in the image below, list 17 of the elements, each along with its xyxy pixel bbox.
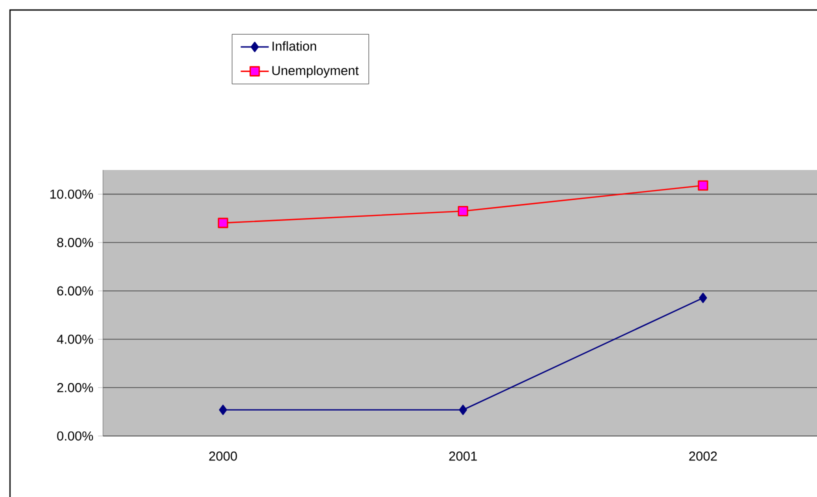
point bbox=[218, 218, 228, 228]
x-tick-label: 2000 bbox=[209, 452, 237, 461]
point bbox=[698, 180, 708, 191]
legend-label: Inflation bbox=[272, 41, 316, 51]
point bbox=[698, 292, 708, 304]
y-tick-label: 0.00% bbox=[57, 431, 94, 441]
point bbox=[218, 404, 228, 416]
y-tick-label: 10.00% bbox=[50, 190, 94, 199]
point bbox=[458, 404, 468, 416]
legend-label: Unemployment bbox=[272, 66, 359, 78]
y-tick-label: 2.00% bbox=[57, 383, 94, 392]
y-tick-label: 6.00% bbox=[57, 286, 94, 296]
y-tick-label: 4.00% bbox=[56, 334, 94, 344]
x-tick-label: 2001 bbox=[449, 452, 477, 461]
y-tick-label: 8.00% bbox=[57, 238, 94, 248]
x-tick-label: 2002 bbox=[689, 452, 717, 461]
point bbox=[458, 206, 468, 216]
